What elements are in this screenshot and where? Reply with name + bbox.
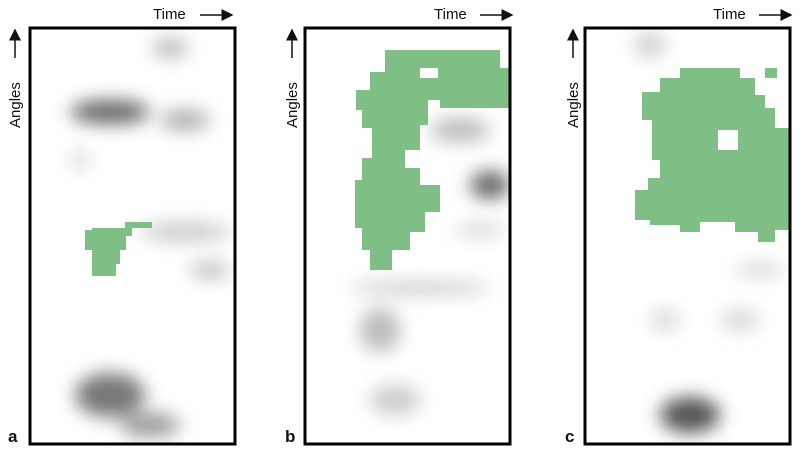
panel-label: b	[285, 427, 295, 446]
panel-frame	[28, 26, 237, 446]
x-axis-label: Time	[153, 6, 186, 23]
panel-label: a	[8, 427, 18, 446]
intensity-map	[350, 118, 510, 415]
panel-frame	[303, 26, 512, 446]
region	[385, 50, 405, 70]
panel-c: Time Angles c	[565, 6, 793, 446]
hole	[420, 68, 438, 78]
y-axis-label: Angles	[7, 82, 24, 128]
y-axis-label: Angles	[284, 82, 301, 128]
region	[355, 50, 510, 270]
intensity-map	[70, 38, 230, 437]
hole	[718, 130, 738, 150]
region	[85, 222, 152, 276]
region	[765, 68, 777, 78]
panel-label: c	[565, 427, 574, 446]
panel-frame	[583, 26, 792, 446]
y-axis-label: Angles	[565, 82, 582, 128]
x-axis-label: Time	[434, 6, 467, 23]
region	[635, 68, 790, 242]
x-axis-label: Time	[713, 6, 746, 23]
panel-a: Time Angles a	[7, 6, 237, 446]
panel-b: Time Angles b	[284, 6, 514, 446]
intensity-map	[635, 33, 785, 433]
